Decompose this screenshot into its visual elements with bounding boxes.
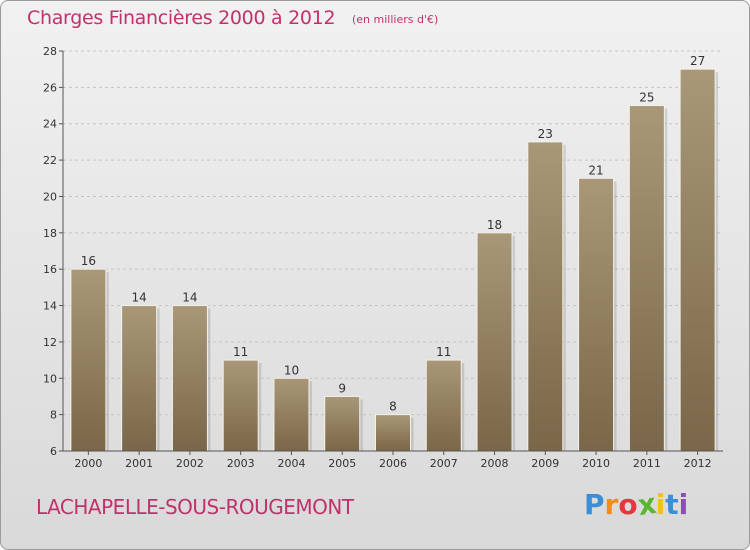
value-label: 27	[690, 54, 705, 68]
logo-letter: t	[665, 488, 679, 521]
logo-letter: i	[678, 488, 689, 521]
y-tick-label: 22	[43, 154, 57, 167]
bar-2007[interactable]	[425, 359, 462, 452]
value-label: 14	[132, 291, 147, 305]
value-label: 16	[81, 254, 96, 268]
value-label: 9	[338, 381, 346, 395]
logo-letter: P	[584, 488, 605, 521]
bar-2006[interactable]	[375, 414, 411, 452]
value-label: 23	[538, 127, 553, 141]
logo-letter: i	[655, 488, 666, 521]
y-tick-label: 18	[43, 227, 57, 240]
bar-2001[interactable]	[121, 305, 158, 452]
y-tick-label: 8	[50, 409, 57, 422]
bar-2003[interactable]	[222, 359, 259, 452]
value-label: 11	[436, 345, 451, 359]
x-axis: 2000 2001 2002 2003 2004 2005 2006 2007 2008 2009…	[63, 450, 723, 470]
x-tick-label: 2011	[633, 457, 661, 470]
value-label: 14	[182, 291, 197, 305]
logo-letter: r	[604, 488, 619, 521]
x-tick-label: 2001	[125, 457, 153, 470]
x-tick-label: 2012	[684, 457, 712, 470]
y-tick-label: 12	[43, 336, 57, 349]
y-tick-label: 6	[50, 445, 57, 458]
grid-lines	[63, 50, 723, 452]
y-tick-label: 28	[43, 45, 57, 58]
y-axis: 6 8 10 12 14 16 18 20 22 24 26 28	[43, 45, 64, 458]
value-label: 10	[284, 363, 299, 377]
x-tick-label: 2006	[379, 457, 407, 470]
x-tick-label: 2010	[582, 457, 610, 470]
x-tick-label: 2003	[227, 457, 255, 470]
y-tick-label: 16	[43, 263, 57, 276]
bar-2011[interactable]	[628, 105, 665, 452]
bar-2009[interactable]	[527, 141, 564, 452]
value-label: 18	[487, 218, 502, 232]
value-label: 11	[233, 345, 248, 359]
x-tick-label: 2008	[481, 457, 509, 470]
bar-2002[interactable]	[171, 305, 208, 452]
bar-2012[interactable]	[679, 68, 716, 452]
value-label: 25	[639, 91, 654, 105]
x-tick-label: 2007	[430, 457, 458, 470]
y-tick-label: 26	[43, 81, 57, 94]
bar-2000[interactable]	[70, 268, 107, 452]
logo-letter: o	[618, 488, 638, 521]
value-label: 8	[389, 400, 397, 414]
proxiti-logo[interactable]: Proxiti	[584, 486, 689, 523]
bars: 16 14 14 11 10 9 8 11 18 23 21 25 27	[70, 54, 719, 452]
logo-letter: x	[635, 486, 658, 523]
x-tick-label: 2005	[328, 457, 356, 470]
y-tick-label: 10	[43, 372, 57, 385]
bar-2010[interactable]	[578, 177, 615, 452]
x-tick-label: 2000	[74, 457, 102, 470]
x-tick-label: 2004	[277, 457, 305, 470]
y-tick-label: 24	[43, 118, 57, 131]
chart-title: Charges Financières 2000 à 2012	[27, 7, 336, 29]
chart-unit: (en milliers d'€)	[352, 13, 439, 26]
x-tick-label: 2002	[176, 457, 204, 470]
bar-2005[interactable]	[324, 395, 361, 452]
y-tick-label: 14	[43, 300, 57, 313]
x-tick-label: 2009	[531, 457, 559, 470]
value-label: 21	[588, 163, 603, 177]
y-tick-label: 20	[43, 190, 57, 203]
bar-2008[interactable]	[476, 232, 513, 452]
commune-name: LACHAPELLE-SOUS-ROUGEMONT	[36, 495, 354, 519]
bar-2004[interactable]	[273, 377, 310, 452]
